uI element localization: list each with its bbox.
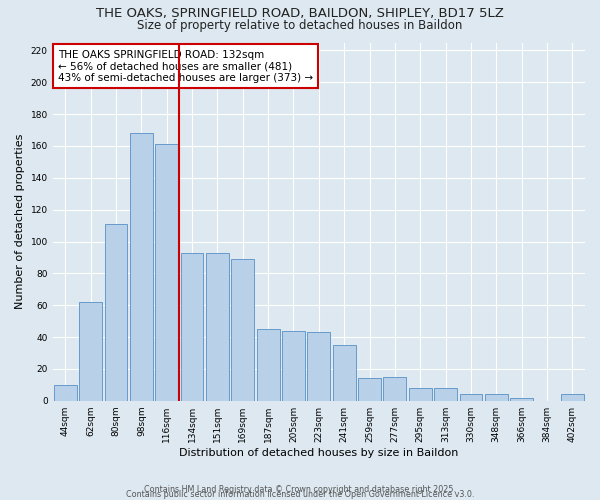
- Text: Contains public sector information licensed under the Open Government Licence v3: Contains public sector information licen…: [126, 490, 474, 499]
- Bar: [307, 332, 330, 400]
- Bar: [257, 329, 280, 400]
- Bar: [232, 259, 254, 400]
- Bar: [282, 330, 305, 400]
- Bar: [155, 144, 178, 400]
- Bar: [79, 302, 102, 400]
- Bar: [181, 252, 203, 400]
- Bar: [130, 133, 153, 400]
- Y-axis label: Number of detached properties: Number of detached properties: [15, 134, 25, 310]
- Bar: [561, 394, 584, 400]
- X-axis label: Distribution of detached houses by size in Baildon: Distribution of detached houses by size …: [179, 448, 458, 458]
- Bar: [54, 385, 77, 400]
- Text: THE OAKS, SPRINGFIELD ROAD, BAILDON, SHIPLEY, BD17 5LZ: THE OAKS, SPRINGFIELD ROAD, BAILDON, SHI…: [96, 8, 504, 20]
- Bar: [485, 394, 508, 400]
- Bar: [104, 224, 127, 400]
- Bar: [460, 394, 482, 400]
- Bar: [510, 398, 533, 400]
- Bar: [434, 388, 457, 400]
- Text: Size of property relative to detached houses in Baildon: Size of property relative to detached ho…: [137, 19, 463, 32]
- Bar: [358, 378, 381, 400]
- Text: Contains HM Land Registry data © Crown copyright and database right 2025.: Contains HM Land Registry data © Crown c…: [144, 484, 456, 494]
- Text: THE OAKS SPRINGFIELD ROAD: 132sqm
← 56% of detached houses are smaller (481)
43%: THE OAKS SPRINGFIELD ROAD: 132sqm ← 56% …: [58, 50, 313, 83]
- Bar: [383, 377, 406, 400]
- Bar: [333, 345, 356, 401]
- Bar: [409, 388, 431, 400]
- Bar: [206, 252, 229, 400]
